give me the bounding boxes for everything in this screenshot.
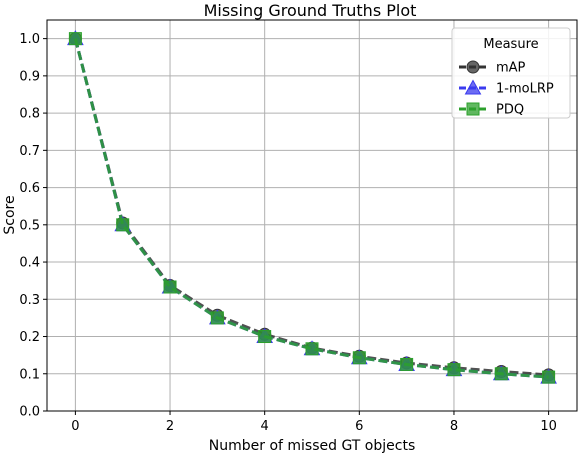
legend-label: 1-moLRP — [496, 82, 554, 97]
legend-label: mAP — [496, 61, 526, 76]
plot-frame — [46, 19, 578, 412]
legend-marker — [466, 102, 480, 116]
x-tick-label: 8 — [450, 419, 458, 434]
series-layer — [67, 30, 557, 384]
y-tick-label: 0.5 — [19, 218, 40, 233]
y-tick-label: 1.0 — [19, 32, 40, 47]
data-point — [258, 330, 272, 344]
x-axis: 0 2 4 6 8 10 — [71, 411, 557, 434]
legend: Measure mAP 1-moLRP PDQ — [451, 27, 571, 119]
data-point — [352, 351, 366, 365]
legend-label: PDQ — [496, 103, 524, 118]
x-tick-label: 4 — [261, 419, 269, 434]
x-tick-label: 0 — [71, 419, 79, 434]
legend-box — [451, 27, 571, 119]
x-tick-label: 10 — [540, 419, 557, 434]
data-point — [400, 357, 414, 371]
y-tick-label: 0.0 — [19, 405, 40, 420]
data-point — [210, 311, 224, 325]
data-point — [163, 280, 177, 294]
y-tick-label: 0.3 — [19, 293, 40, 308]
legend-marker — [464, 79, 482, 95]
legend-entry: PDQ — [459, 102, 524, 118]
y-axis: 0.0 0.1 0.2 0.3 0.4 0.5 0.6 0.7 0.8 0.9 1.0 — [19, 32, 47, 420]
x-axis-label: Number of missed GT objects — [209, 438, 416, 454]
x-tick-label: 6 — [355, 419, 363, 434]
chart-title: Missing Ground Truths Plot — [204, 1, 417, 20]
y-tick-label: 0.7 — [19, 144, 40, 159]
y-tick-label: 0.9 — [19, 69, 40, 84]
series-PDQ — [68, 32, 556, 384]
data-point — [68, 32, 82, 46]
y-axis-label: Score — [2, 195, 18, 234]
data-point — [447, 363, 461, 377]
y-tick-label: 0.8 — [19, 107, 40, 122]
data-point — [305, 342, 319, 356]
data-point — [542, 370, 556, 384]
legend-title: Measure — [483, 37, 538, 52]
y-tick-label: 0.1 — [19, 367, 40, 382]
legend-marker — [466, 60, 480, 74]
x-tick-label: 2 — [166, 419, 174, 434]
data-point — [116, 218, 130, 232]
legend-entry: mAP — [459, 60, 526, 76]
y-tick-label: 0.4 — [19, 256, 40, 271]
y-tick-label: 0.6 — [19, 181, 40, 196]
series-line — [73, 38, 549, 379]
y-tick-label: 0.2 — [19, 330, 40, 345]
data-point — [494, 367, 508, 381]
grid — [47, 20, 577, 412]
legend-entry: 1-moLRP — [459, 79, 554, 97]
